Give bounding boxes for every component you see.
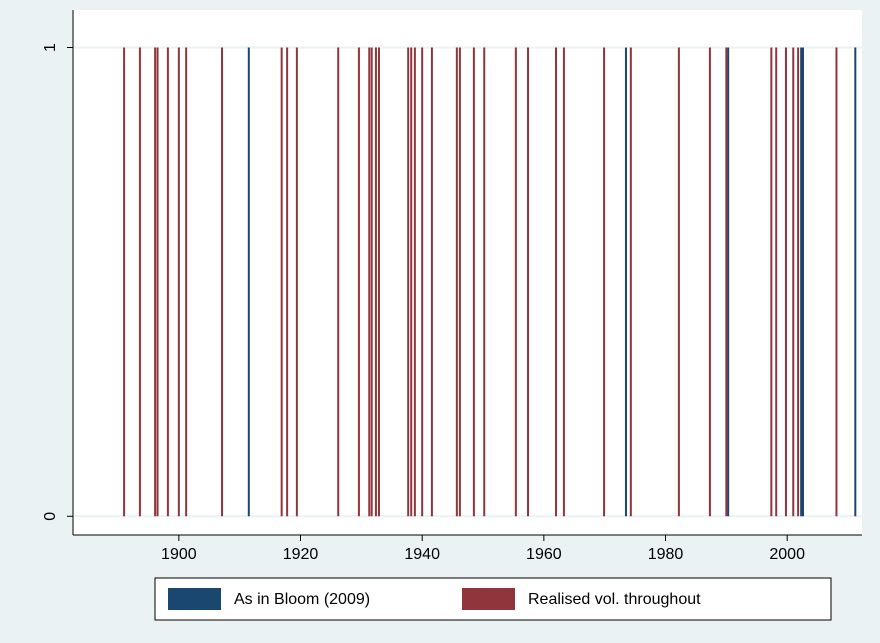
legend-swatch <box>168 588 221 610</box>
x-tick-label: 1960 <box>526 546 562 563</box>
y-tick-label: 1 <box>42 43 59 52</box>
x-tick-label: 1980 <box>648 546 684 563</box>
legend-label: As in Bloom (2009) <box>234 591 370 608</box>
x-tick-label: 1900 <box>161 546 197 563</box>
x-tick-label: 1920 <box>283 546 319 563</box>
legend-label: Realised vol. throughout <box>528 591 701 608</box>
x-tick-label: 2000 <box>769 546 805 563</box>
legend-swatch <box>462 588 515 610</box>
x-tick-label: 1940 <box>404 546 440 563</box>
plot-area <box>73 10 862 535</box>
y-tick-label: 0 <box>42 512 59 521</box>
